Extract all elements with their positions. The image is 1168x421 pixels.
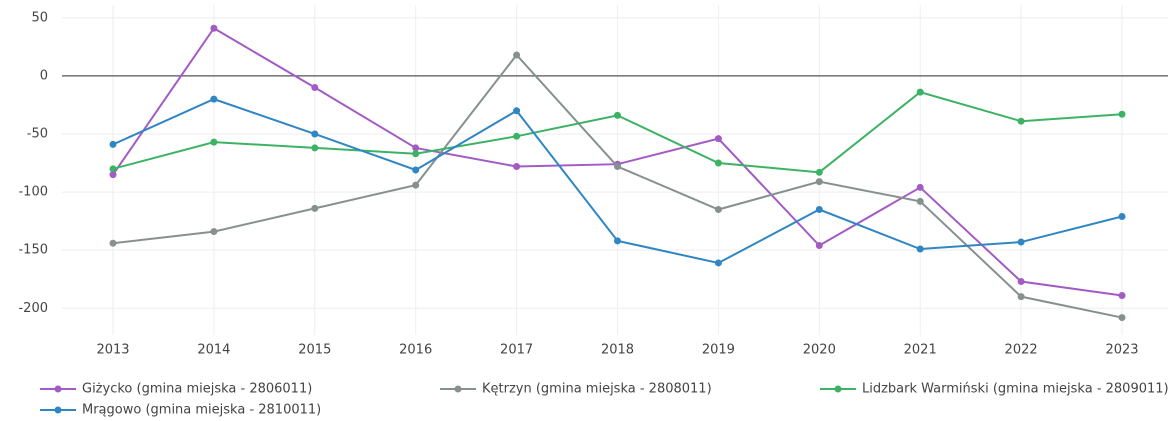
point xyxy=(109,140,117,148)
x-tick-label: 2017 xyxy=(500,343,533,358)
point xyxy=(311,204,319,212)
point xyxy=(815,242,823,250)
point xyxy=(109,171,117,179)
legend-marker xyxy=(54,406,62,414)
point xyxy=(513,107,521,115)
point xyxy=(210,24,218,32)
point xyxy=(614,163,621,171)
point xyxy=(1017,278,1025,286)
point xyxy=(412,166,420,174)
point xyxy=(916,183,924,191)
point xyxy=(311,84,319,91)
legend-marker xyxy=(454,385,462,393)
point xyxy=(815,178,823,186)
x-tick-label: 2014 xyxy=(197,343,230,358)
point xyxy=(714,135,722,143)
point xyxy=(1017,117,1025,125)
legend-marker xyxy=(54,385,62,393)
x-tick-label: 2022 xyxy=(1005,343,1038,358)
point xyxy=(311,130,319,138)
point xyxy=(916,197,924,205)
point xyxy=(1118,291,1126,299)
point xyxy=(513,163,521,171)
legend-label: Mrągowo (gmina miejska - 2810011) xyxy=(82,403,321,418)
point xyxy=(109,165,117,173)
x-tick-label: 2016 xyxy=(399,343,432,358)
point xyxy=(210,228,218,236)
point xyxy=(1017,238,1025,246)
point xyxy=(714,259,722,267)
point xyxy=(412,181,420,189)
y-tick-label: -100 xyxy=(18,185,48,200)
legend-label: Lidzbark Warmiński (gmina miejska - 2809… xyxy=(862,382,1168,397)
point xyxy=(614,111,621,119)
point xyxy=(311,144,319,152)
point xyxy=(210,95,218,103)
point xyxy=(815,206,823,214)
y-tick-label: -150 xyxy=(18,243,48,258)
point xyxy=(1118,212,1126,220)
point xyxy=(815,168,823,176)
point xyxy=(513,51,521,59)
y-tick-label: -200 xyxy=(18,301,48,316)
point xyxy=(412,144,420,152)
point xyxy=(714,206,722,214)
x-tick-label: 2019 xyxy=(702,343,735,358)
point xyxy=(916,88,924,96)
point xyxy=(614,237,621,245)
point xyxy=(916,245,924,253)
y-tick-label: 0 xyxy=(40,68,48,83)
point xyxy=(210,138,218,146)
legend-label: Kętrzyn (gmina miejska - 2808011) xyxy=(482,382,712,397)
x-tick-label: 2013 xyxy=(96,343,129,358)
point xyxy=(1118,314,1126,322)
point xyxy=(714,159,722,167)
x-tick-label: 2020 xyxy=(803,343,836,358)
point xyxy=(1118,110,1126,118)
legend-label: Giżycko (gmina miejska - 2806011) xyxy=(82,382,312,397)
y-tick-label: 50 xyxy=(31,10,48,25)
x-tick-label: 2015 xyxy=(298,343,331,358)
x-tick-label: 2021 xyxy=(904,343,937,358)
point xyxy=(412,150,420,158)
legend-marker xyxy=(834,385,842,393)
y-tick-label: -50 xyxy=(27,126,48,141)
point xyxy=(1017,293,1025,301)
point xyxy=(109,239,117,247)
x-tick-label: 2023 xyxy=(1105,343,1138,358)
x-tick-label: 2018 xyxy=(601,343,634,358)
point xyxy=(513,132,521,140)
